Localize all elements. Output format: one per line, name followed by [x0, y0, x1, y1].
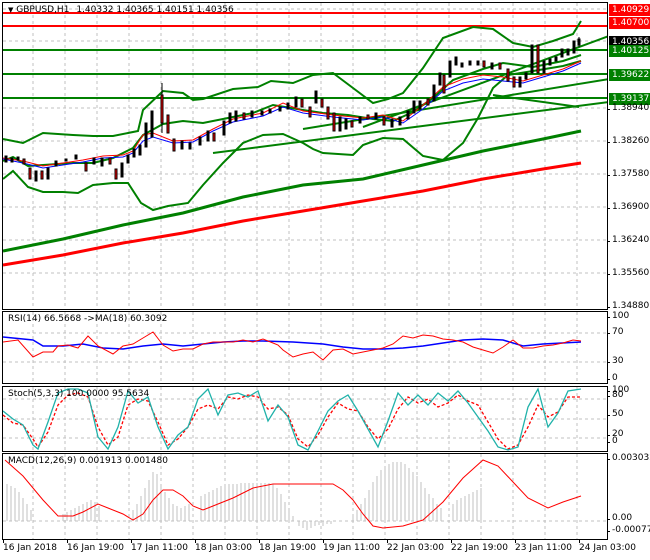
stoch-tick: 20 — [606, 429, 623, 439]
stoch-tick: 80 — [606, 390, 623, 400]
rsi-tick: 0 — [607, 373, 618, 383]
rsi-tick: 70 — [606, 327, 623, 337]
price-label-support-2: 1.39622 — [609, 69, 650, 81]
macd-tick: -0.000779 — [608, 525, 650, 535]
time-tick — [515, 539, 516, 543]
price-tick: 1.37580 — [606, 169, 649, 179]
macd-tick: 0.003032 — [607, 453, 650, 463]
macd-title: MACD(12,26,9) 0.001913 0.001480 — [8, 456, 168, 466]
time-tick — [3, 539, 4, 543]
macd-axis[interactable]: 0.003032 0.00 -0.000779 — [606, 453, 650, 540]
rsi-pane[interactable]: RSI(14) 66.5668 ->MA(18) 60.3092 — [2, 311, 608, 384]
price-tick: 1.36240 — [606, 235, 649, 245]
price-tick: 1.38940 — [606, 103, 649, 113]
time-label: 16 Jan 19:00 — [67, 543, 124, 553]
price-tick: 1.34880 — [606, 301, 649, 311]
time-label: 19 Jan 11:00 — [323, 543, 380, 553]
time-label: 24 Jan 03:00 — [579, 543, 636, 553]
time-tick — [323, 539, 324, 543]
stochastic-title: Stoch(5,3,3) 100.0000 95.5634 — [8, 389, 150, 399]
time-tick — [67, 539, 68, 543]
time-tick — [131, 539, 132, 543]
price-label-support-1: 1.40125 — [609, 45, 650, 57]
price-tick: 1.38260 — [606, 136, 649, 146]
symbol-label: GBPUSD,H1 — [16, 5, 70, 15]
macd-tick: 0.00 — [606, 513, 632, 523]
time-label: 17 Jan 11:00 — [131, 543, 188, 553]
rsi-canvas — [3, 312, 607, 383]
rsi-title: RSI(14) 66.5668 ->MA(18) 60.3092 — [8, 314, 168, 324]
price-tick: 1.35560 — [606, 268, 649, 278]
time-label: 22 Jan 03:00 — [387, 543, 444, 553]
price-label-support-3: 1.39137 — [609, 93, 650, 105]
stoch-tick: 50 — [606, 409, 623, 419]
time-tick — [579, 539, 580, 543]
time-tick — [259, 539, 260, 543]
ohlc-values: 1.40332 1.40365 1.40151 1.40356 — [76, 5, 234, 15]
time-label: 18 Jan 03:00 — [195, 543, 252, 553]
time-label: 16 Jan 2018 — [3, 543, 57, 553]
main-chart-canvas — [3, 3, 607, 309]
rsi-axis[interactable]: 100 70 30 0 — [606, 311, 650, 384]
time-tick — [451, 539, 452, 543]
macd-histogram — [6, 462, 482, 530]
main-chart-title: ▼ GBPUSD,H1 1.40332 1.40365 1.40151 1.40… — [8, 5, 234, 15]
rsi-tick: 100 — [606, 311, 629, 321]
time-tick — [387, 539, 388, 543]
stochastic-canvas — [3, 387, 607, 451]
stoch-tick: 100 — [606, 385, 629, 395]
collapse-triangle-icon[interactable]: ▼ — [8, 6, 14, 14]
stochastic-pane[interactable]: Stoch(5,3,3) 100.0000 95.5634 — [2, 386, 608, 452]
macd-canvas — [3, 454, 607, 539]
price-label-resistance-1: 1.40700 — [609, 17, 650, 29]
stochastic-axis[interactable]: 100 80 50 20 0 — [606, 385, 650, 452]
rsi-tick: 30 — [606, 356, 623, 366]
time-tick — [195, 539, 196, 543]
time-label: 23 Jan 11:00 — [515, 543, 572, 553]
price-label-resistance-2: 1.40929 — [609, 4, 650, 16]
time-label: 18 Jan 19:00 — [259, 543, 316, 553]
main-chart-pane[interactable]: ▼ GBPUSD,H1 1.40332 1.40365 1.40151 1.40… — [2, 2, 608, 310]
candlesticks — [4, 37, 581, 182]
price-axis[interactable]: 1.40929 1.40700 1.40356 1.40125 1.39622 … — [606, 2, 650, 311]
time-label: 22 Jan 19:00 — [451, 543, 508, 553]
price-tick: 1.36900 — [606, 202, 649, 212]
stoch-tick: 0 — [607, 436, 618, 446]
time-axis[interactable]: 16 Jan 2018 16 Jan 19:00 17 Jan 11:00 18… — [0, 539, 650, 560]
macd-pane[interactable]: MACD(12,26,9) 0.001913 0.001480 — [2, 453, 608, 540]
